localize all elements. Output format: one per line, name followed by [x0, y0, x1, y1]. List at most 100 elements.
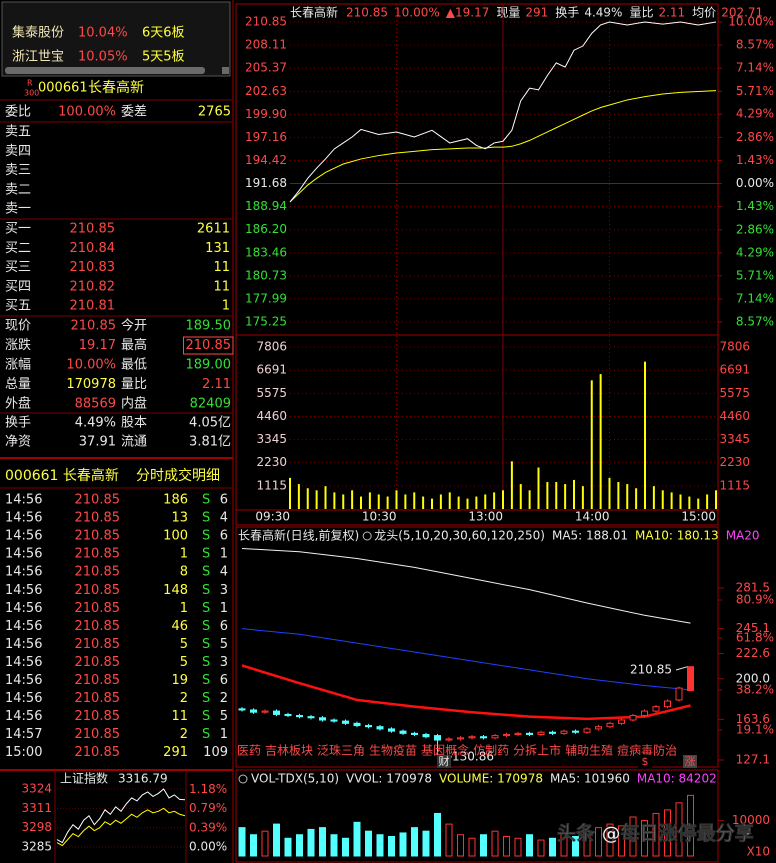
ma-label: MA10: 180.13 [635, 529, 719, 543]
candle-body [606, 722, 614, 728]
volume-bar [617, 482, 620, 509]
stock-streak: 6天6板 [142, 26, 185, 41]
y2-tick-label: 7.14% [736, 61, 774, 75]
y2-tick-label: 1.18% [189, 782, 227, 796]
volume-bar [493, 492, 496, 509]
trade-price: 210.85 [75, 709, 121, 724]
ma-label: MA5: 188.01 [552, 529, 628, 543]
concept-tag: 基因概念 [421, 743, 469, 758]
y-tick-label: 197.16 [245, 130, 287, 144]
volume-bar [514, 837, 522, 857]
volume-bar [404, 494, 407, 509]
volume-bar [503, 836, 510, 857]
ratio-value: 100.00% [58, 105, 116, 120]
ask-label: 卖五 [5, 125, 31, 140]
volume-tick-label: 6691 [256, 363, 287, 377]
trades-subtitle: 分时成交明细 [136, 467, 220, 484]
candle-body [330, 719, 338, 722]
volume-bar [297, 484, 300, 509]
candle-body [434, 735, 441, 741]
bid-volume: 131 [205, 241, 230, 256]
stat-value: 170978 [66, 377, 116, 392]
volume-tick-label: 1115 [256, 478, 287, 492]
y2-tick-label: 4.29% [736, 107, 774, 121]
volume-tick-label: 2230 [719, 455, 750, 469]
volume-bar [564, 484, 567, 509]
volume-bar [537, 467, 540, 509]
volume-bar [679, 494, 682, 509]
volume-bar [388, 836, 395, 857]
candle-body [480, 736, 487, 739]
candle-body [537, 731, 545, 735]
trade-volume: 19 [171, 673, 188, 688]
volume-bar [528, 490, 531, 509]
stat-value: 2.11 [202, 377, 231, 392]
volume-bar [641, 820, 648, 857]
trade-count: 3 [220, 583, 228, 598]
k-frame [235, 526, 719, 768]
y2-tick-label: 7.14% [736, 291, 774, 305]
trade-price: 210.85 [75, 547, 121, 562]
index-value: 3316.79 [118, 772, 168, 786]
volume-bar [491, 830, 499, 857]
trade-volume: 13 [171, 511, 188, 526]
volume-tick-label: 3345 [719, 432, 750, 446]
candle-body [629, 715, 637, 721]
candle-body [342, 720, 349, 724]
bid-price: 210.85 [70, 222, 116, 237]
header-value: 2.11 [658, 6, 685, 20]
trade-time: 15:00 [5, 745, 42, 760]
x-tick-label: 09:30 [255, 510, 290, 524]
candle-body [675, 687, 683, 701]
y-tick-label: 127.1 [736, 752, 770, 766]
volume-bar [688, 496, 691, 509]
candle-body [399, 730, 407, 734]
volume-bar [411, 827, 418, 857]
y-tick-label: 202.63 [245, 84, 287, 98]
candle-body [687, 666, 694, 691]
bid-label: 买五 [5, 299, 31, 314]
bid-volume: 1 [222, 299, 230, 314]
y2-tick-label: 0.39% [189, 820, 227, 834]
annotation-line [675, 666, 688, 671]
trade-side: S [202, 637, 210, 652]
header-price: 210.85 [346, 6, 388, 20]
trade-side: S [202, 709, 210, 724]
vol-item: VOLUME: 170978 [439, 772, 543, 786]
candle-body [284, 713, 292, 717]
trade-volume: 8 [180, 565, 188, 580]
event-marker: 财 [439, 754, 450, 768]
x-tick-label: 14:00 [575, 510, 610, 524]
trade-price: 210.85 [75, 601, 121, 616]
candle-body [641, 710, 648, 717]
trade-side: S [202, 673, 210, 688]
candle-body [560, 730, 568, 734]
volume-bar [376, 834, 384, 857]
header-change: ▲19.17 [446, 6, 490, 20]
y-tick-label: 210.85 [245, 15, 287, 29]
header-value: 291 [525, 6, 548, 20]
volume-bar [365, 830, 372, 857]
header-name: 长春高新 [290, 5, 338, 20]
trade-time: 14:56 [5, 583, 42, 598]
volume-tick-label: 4460 [719, 409, 750, 423]
y-tick-label: 208.11 [245, 38, 287, 52]
trade-volume: 5 [180, 655, 188, 670]
stat-label: 最低 [121, 358, 147, 373]
event-marker: 涨 [685, 755, 696, 768]
watermark: 头条 @每日涨停最分享 [557, 822, 754, 845]
y-tick-label: 3324 [21, 781, 52, 795]
bid-label: 买一 [5, 222, 31, 237]
trade-count: 6 [220, 529, 228, 544]
volume-bar [652, 486, 655, 509]
indicator-icon [362, 531, 372, 541]
watchlist-box [1, 1, 231, 77]
trade-price: 210.85 [75, 745, 121, 760]
volume-bar [583, 830, 591, 857]
ma-label: MA20 [726, 529, 760, 543]
ask-label: 卖二 [5, 182, 31, 197]
trade-price: 210.85 [75, 619, 121, 634]
header-label: 换手 [555, 6, 579, 20]
volume-tick-label: 5575 [256, 386, 287, 400]
